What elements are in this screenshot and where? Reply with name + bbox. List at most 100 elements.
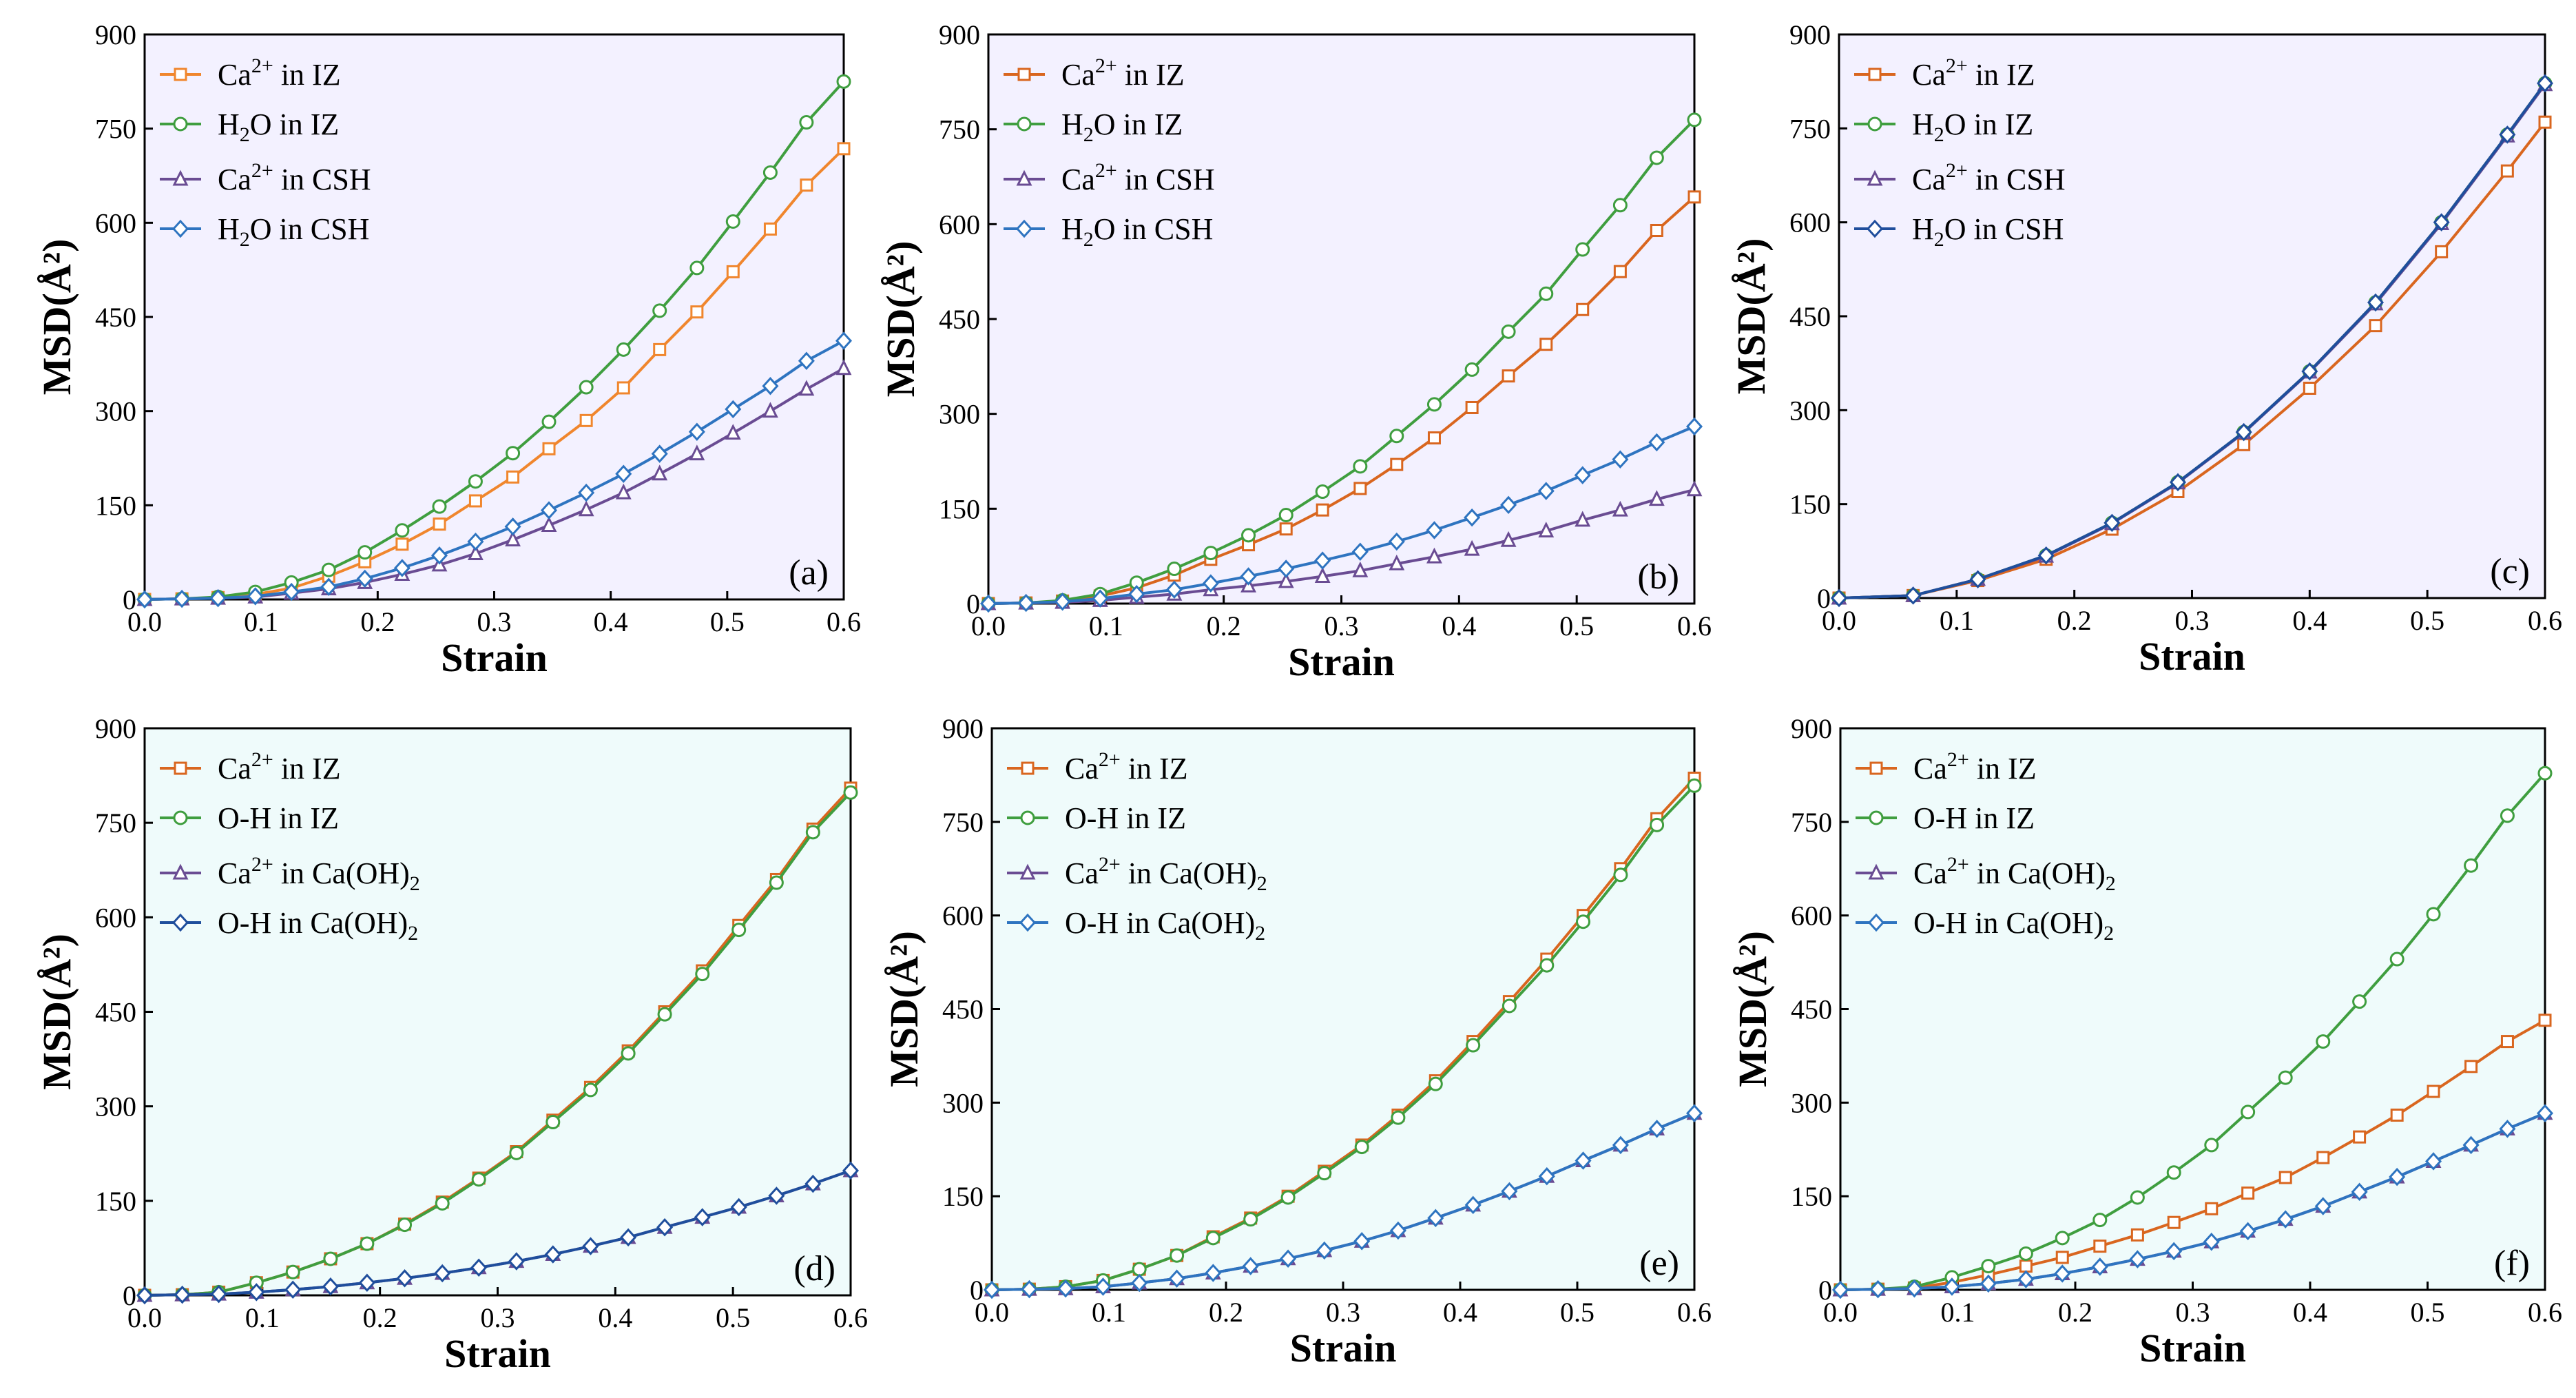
data-point — [1538, 522, 1555, 537]
legend-label: Ca2+ in IZ — [218, 748, 341, 785]
data-point — [1057, 1279, 1074, 1298]
data-point — [731, 923, 747, 938]
data-point — [1316, 1241, 1333, 1260]
x-axis-title: Strain — [444, 1331, 551, 1376]
data-point — [1205, 1231, 1221, 1246]
x-tick-label: 0.5 — [1560, 1297, 1595, 1328]
x-tick-label: 0.0 — [1823, 1297, 1858, 1328]
legend-label: Ca2+ in IZ — [1913, 748, 2037, 785]
legend-label: O-H in IZ — [1913, 801, 2035, 835]
legend-label: O-H in IZ — [218, 801, 339, 835]
data-point — [1354, 1140, 1369, 1155]
y-tick-label: 150 — [95, 1186, 136, 1217]
data-point — [2426, 907, 2441, 922]
x-tick-label: 0.2 — [1207, 610, 1241, 641]
chart-panel-2: 0.0 0.1 0.2 0.3 0.4 0.5 0.6 0 150 300 450 600 750 900… — [878, 19, 1712, 684]
data-point — [1278, 572, 1294, 588]
data-point — [621, 1046, 636, 1061]
data-point — [768, 1186, 785, 1205]
legend-item: H2O in IZ — [160, 107, 339, 146]
data-point — [2167, 1215, 2181, 1229]
data-point — [1389, 554, 1405, 570]
data-point — [508, 1252, 525, 1271]
x-tick-label: 0.0 — [1822, 605, 1856, 636]
x-tick-label: 0.4 — [598, 1302, 632, 1333]
data-point — [505, 531, 521, 546]
data-point — [615, 483, 632, 500]
data-point — [835, 359, 852, 376]
legend-label: O-H in Ca(OH)2 — [1065, 906, 1265, 945]
data-point — [1648, 1120, 1665, 1138]
data-point — [2130, 1228, 2144, 1242]
data-point — [321, 562, 336, 577]
data-point — [1464, 539, 1480, 556]
panel-label: (d) — [793, 1249, 835, 1288]
plot-area — [987, 33, 1696, 605]
data-point — [1389, 429, 1404, 444]
data-point — [582, 1237, 599, 1255]
chart-panel-4: 0.0 0.1 0.2 0.3 0.4 0.5 0.6 0 150 300 450 600 750 900… — [34, 713, 868, 1376]
y-tick-label: 150 — [939, 493, 980, 524]
data-point — [730, 1197, 747, 1217]
data-point — [1464, 508, 1481, 527]
legend-marker — [1869, 810, 1884, 825]
data-point — [323, 1251, 338, 1266]
data-point — [1943, 1277, 1961, 1296]
data-point — [1576, 302, 1590, 316]
data-point — [579, 413, 593, 427]
x-tick-label: 0.2 — [2057, 605, 2092, 636]
data-point — [616, 381, 630, 395]
data-point — [2316, 1151, 2330, 1164]
plot-area — [990, 727, 1696, 1291]
y-tick-label: 0 — [123, 584, 136, 615]
data-point — [541, 516, 557, 532]
chart-panel-1: 0.0 0.1 0.2 0.3 0.4 0.5 0.6 0 150 300 450 600 750 900… — [34, 19, 861, 680]
data-point — [842, 1161, 860, 1180]
data-point — [506, 470, 520, 484]
data-point — [2055, 1231, 2070, 1246]
x-tick-label: 0.1 — [1089, 610, 1123, 641]
data-point — [2241, 1104, 2256, 1120]
data-point — [209, 588, 227, 608]
data-point — [1575, 1151, 1592, 1170]
data-point — [2500, 164, 2514, 178]
legend-item: Ca2+ in CSH — [160, 159, 371, 196]
legend-marker — [1017, 116, 1032, 132]
y-tick-label: 0 — [1818, 1275, 1832, 1306]
data-point — [1203, 546, 1218, 561]
panel-label: (a) — [789, 553, 829, 593]
data-point — [2464, 1060, 2478, 1073]
x-tick-label: 0.3 — [477, 606, 512, 637]
data-point — [2205, 1202, 2219, 1215]
legend-item: Ca2+ in Ca(OH)2 — [1007, 853, 1267, 895]
data-point — [1132, 1262, 1147, 1277]
data-point — [2369, 319, 2382, 333]
y-tick-label: 450 — [942, 994, 984, 1025]
data-point — [578, 500, 594, 517]
data-point — [1687, 112, 1702, 127]
data-point — [1316, 503, 1329, 517]
legend-item: Ca2+ in IZ — [1007, 748, 1188, 785]
data-point — [798, 351, 815, 371]
legend-item: Ca2+ in IZ — [160, 54, 341, 92]
data-point — [1539, 286, 1554, 301]
series-4 — [136, 1161, 860, 1305]
data-point — [1501, 1182, 1518, 1201]
data-point — [1426, 521, 1443, 539]
data-point — [1426, 397, 1442, 412]
x-tick-label: 0.5 — [1559, 610, 1594, 641]
data-point — [1612, 1135, 1629, 1155]
x-tick-label: 0.4 — [594, 606, 628, 637]
data-point — [1687, 778, 1702, 793]
data-point — [1128, 585, 1145, 604]
legend-marker — [174, 761, 187, 775]
data-point — [1575, 242, 1590, 257]
x-axis-title: Strain — [1290, 1326, 1397, 1370]
data-point — [2427, 1085, 2440, 1098]
data-point — [1167, 562, 1182, 577]
x-tick-label: 0.3 — [2176, 1297, 2210, 1328]
data-point — [1131, 1273, 1148, 1293]
data-point — [1428, 1076, 1443, 1091]
x-tick-label: 0.6 — [1677, 610, 1712, 641]
data-point — [1278, 559, 1295, 578]
